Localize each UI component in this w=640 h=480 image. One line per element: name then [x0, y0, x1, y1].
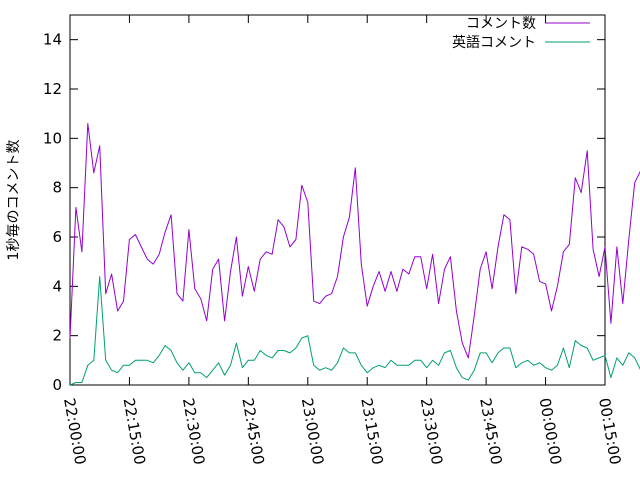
x-tick-label: 00:15:00: [595, 397, 624, 466]
x-tick-label: 22:30:00: [179, 397, 208, 466]
y-axis: 0 2 4 6 8 10 12 14: [43, 31, 605, 394]
y-axis-title: 1秒毎のコメント数: [6, 140, 22, 261]
x-tick-label: 22:15:00: [120, 397, 149, 466]
series-line-1: [69, 123, 640, 359]
y-tick-label: 0: [52, 376, 62, 394]
x-tick-label: 22:00:00: [60, 397, 89, 466]
series-layer: [69, 123, 640, 386]
plot-frame: [69, 14, 606, 386]
y-tick-label: 10: [43, 129, 62, 147]
y-tick-label: 14: [43, 31, 62, 49]
y-tick-label: 6: [52, 228, 62, 246]
y-tick-label: 12: [43, 80, 62, 98]
legend-label-2: 英語コメント: [452, 34, 536, 51]
legend-label-1: コメント数: [466, 16, 536, 32]
series-line-2: [69, 276, 640, 386]
x-tick-label: 23:00:00: [298, 397, 327, 466]
x-axis: 22:00:00 22:15:00 22:30:00 22:45:00 23:00:00…: [60, 15, 624, 466]
y-tick-label: 8: [52, 179, 62, 197]
y-tick-label: 4: [52, 277, 62, 295]
x-tick-label: 23:15:00: [357, 397, 386, 466]
x-tick-label: 23:30:00: [417, 397, 446, 466]
x-tick-label: 23:45:00: [476, 397, 505, 466]
x-tick-label: 00:00:00: [536, 397, 565, 466]
x-tick-label: 22:45:00: [238, 397, 267, 466]
y-tick-label: 2: [52, 327, 62, 345]
